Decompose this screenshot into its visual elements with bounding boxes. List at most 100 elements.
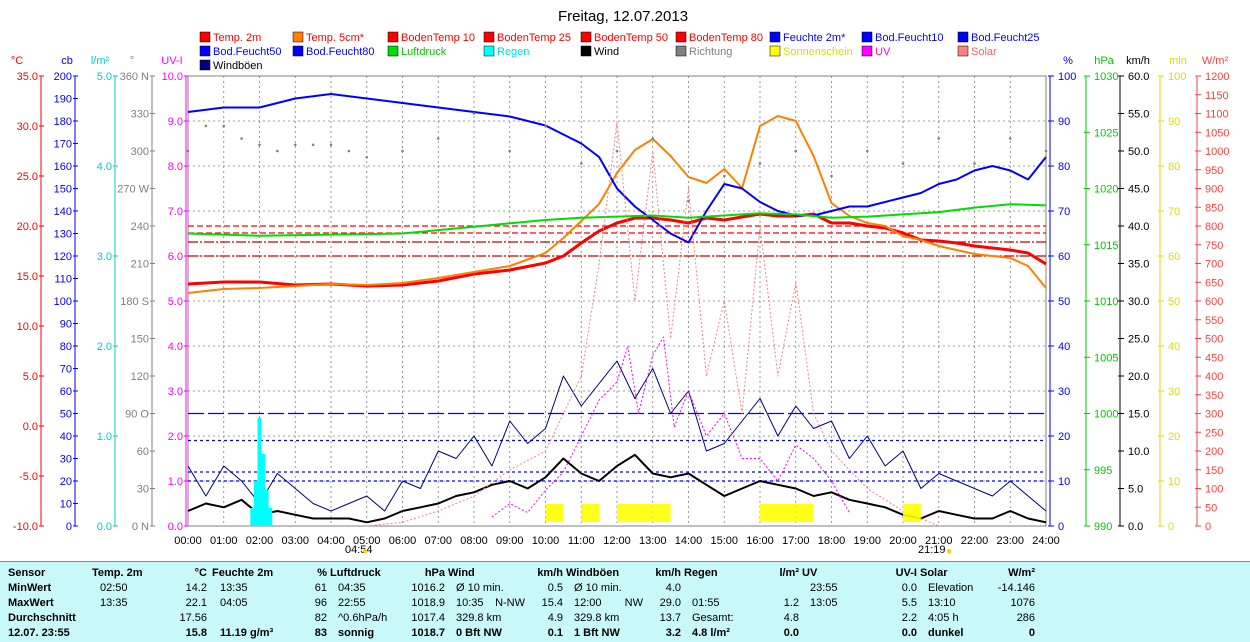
stats-cell: ^0.6hPa/h — [338, 612, 388, 624]
legend-label: Windböen — [213, 60, 263, 72]
x-tick-label: 20:00 — [889, 535, 917, 547]
axis-tick-label-right: 60 — [1168, 251, 1180, 263]
rain-bar — [253, 481, 258, 526]
stats-row: 1 Bft NW 3.2 — [566, 626, 681, 641]
stats-cell: Ø 10 min. — [456, 582, 504, 594]
axis-tick-label-left: 270 W — [117, 184, 149, 196]
x-tick-label: 11:00 — [568, 535, 595, 547]
axis-tick-label-right: 70 — [1168, 206, 1180, 218]
weather-chart: Freitag, 12.07.2013 Temp. 2m Temp. 5cm* Bo… — [11, 8, 1230, 557]
stats-cell: 11.19 g/m³ — [220, 627, 274, 639]
sunshine-bar — [545, 504, 564, 522]
axis-tick-label-left: 20.0 — [17, 221, 38, 233]
stats-column-windboen: Windböen km/h Ø 10 min. 4.0 12:00 NW 29.0 329.8… — [566, 566, 681, 641]
series-line — [187, 212, 1047, 288]
axis-tick-label-left: 60 — [60, 386, 72, 398]
stats-row: 329.8 km 4.9 — [448, 611, 563, 626]
sun-marker-rise: ● — [362, 546, 368, 557]
legend-swatch — [483, 31, 495, 43]
direction-point — [347, 149, 351, 153]
x-tick-label: 07:00 — [424, 535, 452, 547]
stats-cell: 22.1 — [185, 597, 207, 609]
legend-label: BodenTemp 50 — [594, 32, 668, 44]
axis-tick-label-right: 500 — [1205, 334, 1223, 346]
series-line — [187, 203, 1047, 237]
stats-cell: 1076 — [1010, 597, 1035, 609]
axis-tick-label-right: 30 — [1058, 386, 1070, 398]
stats-row: 329.8 km 13.7 — [566, 611, 681, 626]
stats-cell: 83 — [314, 627, 327, 639]
stats-header-unit: °C — [194, 567, 207, 579]
axis-tick-label-right: 900 — [1205, 184, 1223, 196]
stats-cell: sonnig — [338, 627, 375, 639]
axis-tick-label-left: 0 — [66, 521, 72, 533]
axis-tick-label-right: 20 — [1058, 431, 1070, 443]
stats-header: Temp. 2m °C — [92, 566, 207, 581]
axis-tick-label-left: 210 — [131, 259, 149, 271]
axis-tick-label-left: 180 — [54, 116, 72, 128]
direction-point — [579, 162, 583, 165]
axis-tick-label-right: 40.0 — [1128, 221, 1149, 233]
sunshine-bar — [634, 504, 653, 522]
direction-point — [651, 137, 655, 140]
axis-tick-label-left: 200 — [54, 71, 72, 83]
stats-cell: 1016.2 — [411, 582, 445, 594]
legend-label: BodenTemp 80 — [689, 32, 763, 44]
axis-tick-label-right: 950 — [1205, 165, 1223, 177]
axis-tick-label-right: 1100 — [1205, 109, 1229, 121]
legend-label: Regen — [497, 46, 529, 58]
axis-tick-label-left: 1.0 — [97, 431, 112, 443]
axis-tick-label-left: 90 O — [125, 409, 149, 421]
axis-tick-label-right: 1030 — [1094, 71, 1118, 83]
direction-point — [186, 149, 190, 153]
legend-label: Solar — [971, 46, 997, 58]
direction-point — [1008, 137, 1012, 140]
stats-cell: 1018.7 — [411, 627, 445, 639]
stats-column-solar: Solar W/m² Elevation -14.146 13:10 1076 4:05 h… — [920, 566, 1035, 641]
axis-tick-label-right: 1015 — [1094, 240, 1118, 252]
axis-tick-label-right: 90 — [1168, 116, 1180, 128]
stats-cell: 1018.9 — [411, 597, 445, 609]
axis-tick-label-right: 750 — [1205, 240, 1223, 252]
x-tick-label: 02:00 — [246, 535, 274, 547]
stats-header-label: Luftdruck — [330, 567, 381, 579]
stats-cell: 02:50 — [100, 582, 128, 594]
stats-cell: 0.0 — [783, 627, 799, 639]
axis-tick-label-right: 250 — [1205, 427, 1223, 439]
stats-cell: 17.56 — [179, 612, 207, 624]
axis-tick-label-right: 90 — [1058, 116, 1070, 128]
axis-tick-label-right: 0 — [1205, 521, 1211, 533]
stats-row: 12:00 NW 29.0 — [566, 596, 681, 611]
axis-tick-label-left: 0 N — [132, 521, 149, 533]
stats-row-label: MaxWert — [8, 597, 54, 609]
stats-row: ^0.6hPa/h 1017.4 — [330, 611, 445, 626]
stats-header: Sensor — [8, 567, 46, 579]
legend-swatch — [292, 31, 304, 43]
legend-swatch — [769, 45, 781, 57]
right-axes: %1009080706050403020100hPa10301025102010… — [1048, 55, 1229, 533]
stats-cell: 12:00 — [574, 597, 602, 609]
axis-tick-label-right: 60.0 — [1128, 71, 1149, 83]
axis-unit-left: °C — [11, 55, 23, 67]
axis-tick-label-left: 360 N — [120, 71, 149, 83]
stats-header-unit: W/m² — [1008, 567, 1035, 579]
x-tick-label: 03:00 — [281, 535, 309, 547]
legend-label: Bod.Feucht80 — [306, 46, 375, 58]
axis-tick-label-left: 130 — [54, 229, 72, 241]
stats-row-label: MinWert — [8, 582, 52, 594]
axis-unit-right: % — [1063, 55, 1073, 67]
stats-cell: 4.8 — [783, 612, 799, 624]
legend-swatch — [769, 31, 781, 43]
stats-cell: NW — [624, 597, 643, 609]
direction-point — [222, 124, 226, 128]
stats-row: Ø 10 min. 0.5 — [448, 581, 563, 596]
axis-tick-label-right: 25.0 — [1128, 334, 1149, 346]
axis-tick-label-right: 1050 — [1205, 127, 1229, 139]
stats-header: Luftdruck hPa — [330, 566, 445, 581]
legend-label: Bod.Feucht50 — [213, 46, 282, 58]
legend-label: BodenTemp 10 — [401, 32, 475, 44]
stats-cell: 82 — [314, 612, 327, 624]
stats-header-label: Regen — [684, 567, 718, 579]
stats-row: 0.0 — [802, 626, 917, 641]
legend-swatch — [199, 59, 211, 71]
